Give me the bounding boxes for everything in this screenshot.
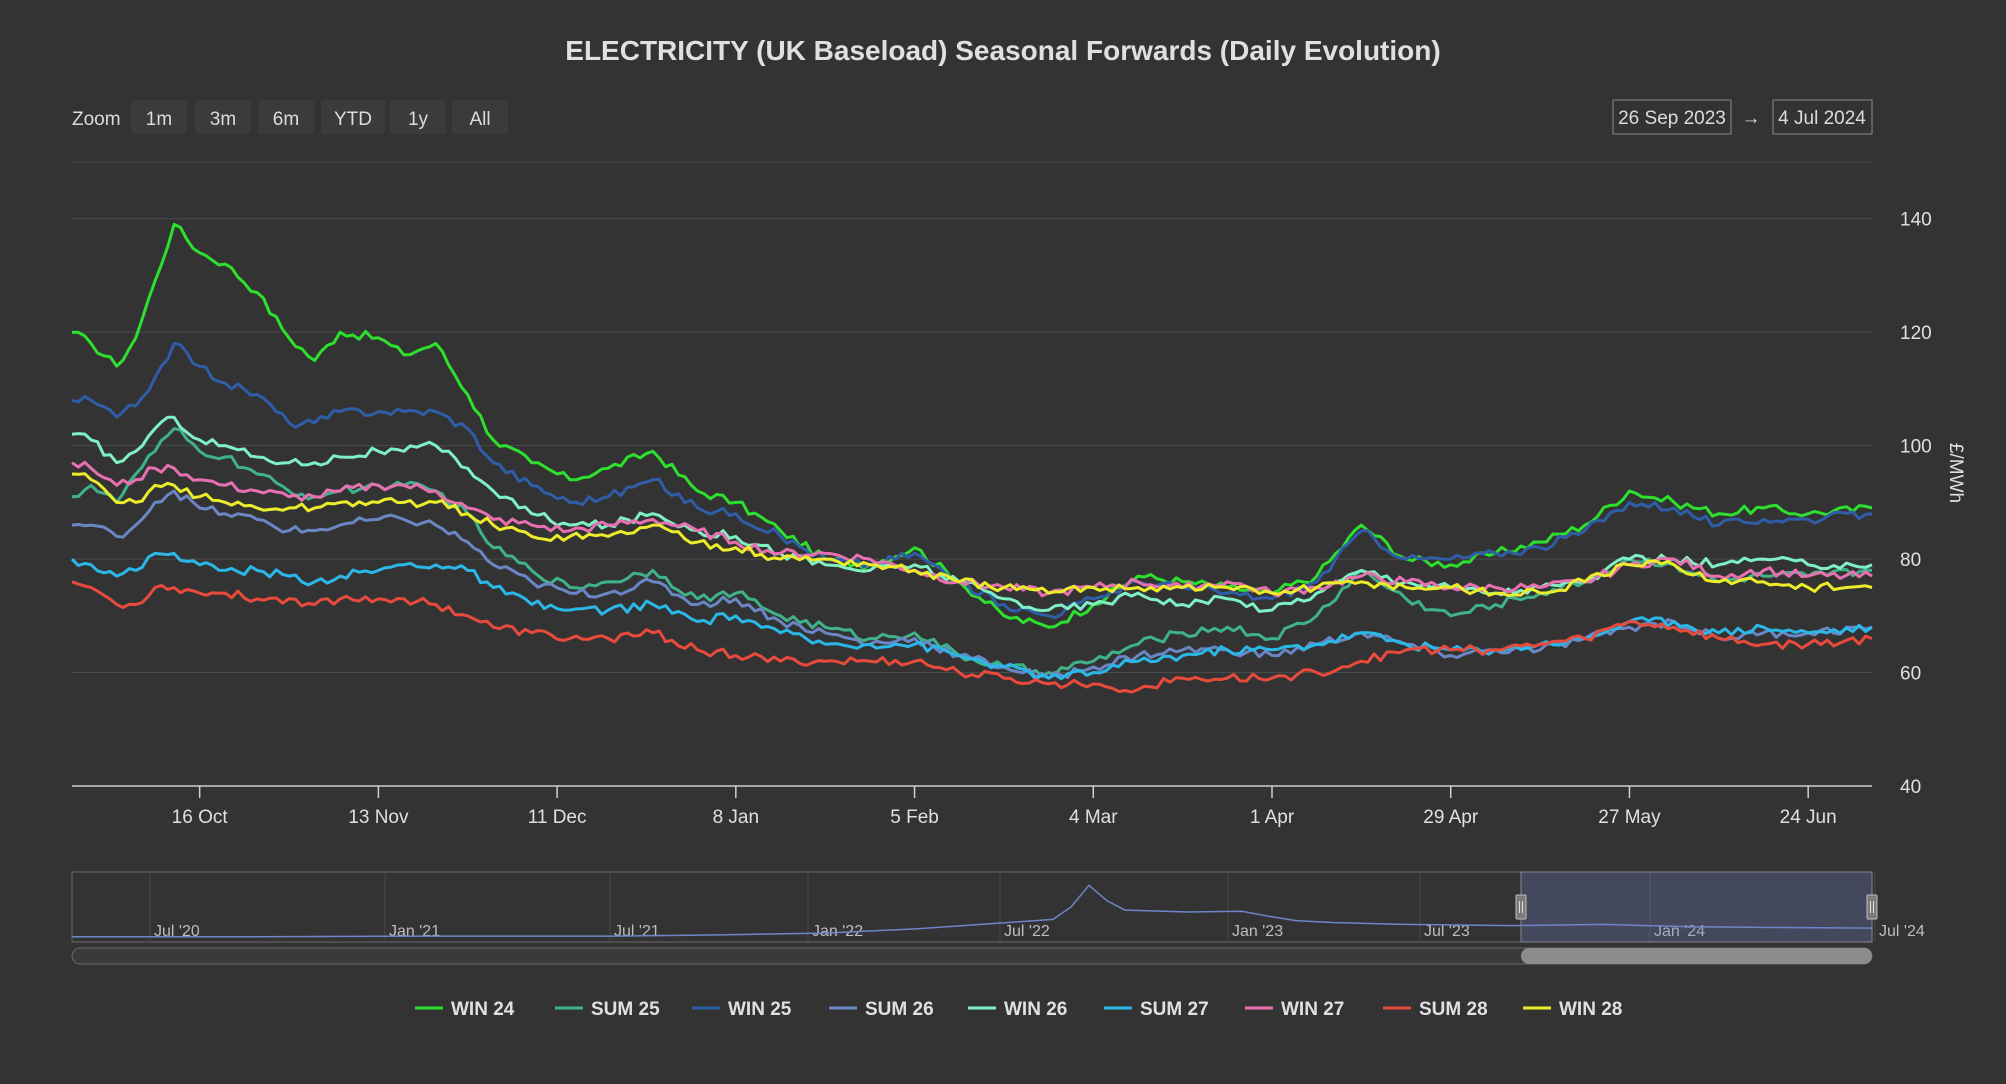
legend: WIN 24 SUM 25 WIN 25 SUM 26 WIN 26 SUM 27 WIN … [415,999,1622,1020]
navigator-date-label: Jul '21 [614,923,660,940]
legend-label: SUM 25 [591,999,660,1020]
navigator-series [72,884,1873,938]
handle-grip [1515,894,1527,920]
range-arrow: → [1742,108,1761,129]
legend-label: SUM 27 [1140,999,1209,1020]
legend-item-win-28[interactable]: WIN 28 [1523,999,1622,1020]
navigator-date-label: Jul '23 [1424,923,1470,940]
zoom-button-all[interactable]: All [452,100,508,134]
zoom-button-label: 3m [210,109,236,130]
legend-label: SUM 28 [1419,999,1488,1020]
legend-label: WIN 24 [451,999,515,1020]
y-tick-label: 40 [1900,777,1921,798]
zoom-button-label: 1y [408,109,429,130]
zoom-button-bg [390,100,446,134]
zoom-button-6m[interactable]: 6m [258,100,314,134]
grid-lines [72,161,1872,787]
navigator-date-label: Jan '23 [1232,923,1283,940]
zoom-button-bg [195,100,251,134]
legend-item-win-24[interactable]: WIN 24 [415,999,515,1020]
x-tick-label: 4 Mar [1069,807,1118,828]
series-line-win-25[interactable] [71,342,1873,619]
zoom-button-bg [321,100,385,134]
y-axis-title: £/MWh [1945,443,1966,503]
navigator-date-label: Jul '24 [1879,923,1925,940]
legend-item-win-26[interactable]: WIN 26 [968,999,1067,1020]
navigator-date-label: Jul '22 [1004,923,1050,940]
series-line-win-24[interactable] [71,222,1873,629]
navigator-handle-right[interactable] [1866,894,1878,920]
x-tick-label: 16 Oct [172,807,229,828]
navigator-handle-left[interactable] [1515,894,1527,920]
zoom-button-3m[interactable]: 3m [195,100,251,134]
zoom-controls: Zoom 1m 3m 6m YTD 1y All [72,100,508,134]
navigator-date-label: Jan '22 [812,923,863,940]
zoom-button-1m[interactable]: 1m [131,100,187,134]
x-tick-label: 11 Dec [528,807,587,828]
navigator-selection[interactable] [1520,871,1873,943]
legend-label: WIN 27 [1281,999,1344,1020]
range-to-value: 4 Jul 2024 [1778,108,1866,129]
legend-item-sum-26[interactable]: SUM 26 [829,999,934,1020]
navigator-date-label: Jul '20 [154,923,200,940]
series-lines [70,222,1873,694]
y-tick-label: 120 [1900,323,1932,344]
x-axis: 16 Oct 13 Nov 11 Dec 8 Jan 5 Feb 4 Mar 1 Apr 29… [172,786,1837,828]
legend-item-win-27[interactable]: WIN 27 [1245,999,1344,1020]
range-from-value: 26 Sep 2023 [1618,108,1726,129]
x-tick-label: 13 Nov [348,807,409,828]
series-line-win-28[interactable] [71,472,1873,597]
series-line-sum-28[interactable] [71,580,1873,694]
chart-title: ELECTRICITY (UK Baseload) Seasonal Forwa… [565,35,1440,66]
x-tick-label: 27 May [1598,807,1661,828]
x-tick-label: 24 Jun [1780,807,1837,828]
legend-label: WIN 28 [1559,999,1622,1020]
navigator-scrollbar-thumb[interactable] [1521,948,1872,964]
legend-item-win-25[interactable]: WIN 25 [692,999,792,1020]
y-tick-label: 60 [1900,664,1921,685]
navigator-frame [71,871,1873,943]
zoom-button-label: All [469,109,490,130]
zoom-button-ytd[interactable]: YTD [321,100,385,134]
navigator-date-label: Jan '21 [389,923,440,940]
zoom-button-label: 6m [273,109,299,130]
y-tick-label: 80 [1900,550,1921,571]
x-tick-label: 29 Apr [1423,807,1479,828]
legend-label: WIN 25 [728,999,792,1020]
x-tick-label: 8 Jan [713,807,759,828]
legend-item-sum-28[interactable]: SUM 28 [1383,999,1488,1020]
range-to-input[interactable] [1772,99,1873,135]
zoom-button-bg [452,100,508,134]
legend-label: WIN 26 [1004,999,1067,1020]
legend-item-sum-25[interactable]: SUM 25 [555,999,660,1020]
x-tick-label: 5 Feb [890,807,939,828]
zoom-button-1y[interactable]: 1y [390,100,446,134]
x-tick-label: 1 Apr [1250,807,1295,828]
range-from-input[interactable] [1612,99,1732,135]
zoom-label: Zoom [72,109,121,130]
y-tick-label: 100 [1900,437,1932,458]
date-range: 26 Sep 2023 → 4 Jul 2024 [1612,99,1873,135]
handle-grip [1866,894,1878,920]
y-axis: 40 60 80 100 120 140 [1900,210,1932,798]
legend-item-sum-27[interactable]: SUM 27 [1104,999,1209,1020]
legend-label: SUM 26 [865,999,934,1020]
zoom-button-label: 1m [146,109,172,130]
zoom-button-bg [131,100,187,134]
navigator[interactable]: Jul '20 Jan '21 Jul '21 Jan '22 Jul '22 Jan '… [71,871,1925,965]
zoom-button-bg [258,100,314,134]
y-tick-label: 140 [1900,210,1932,231]
zoom-button-label: YTD [334,109,372,130]
